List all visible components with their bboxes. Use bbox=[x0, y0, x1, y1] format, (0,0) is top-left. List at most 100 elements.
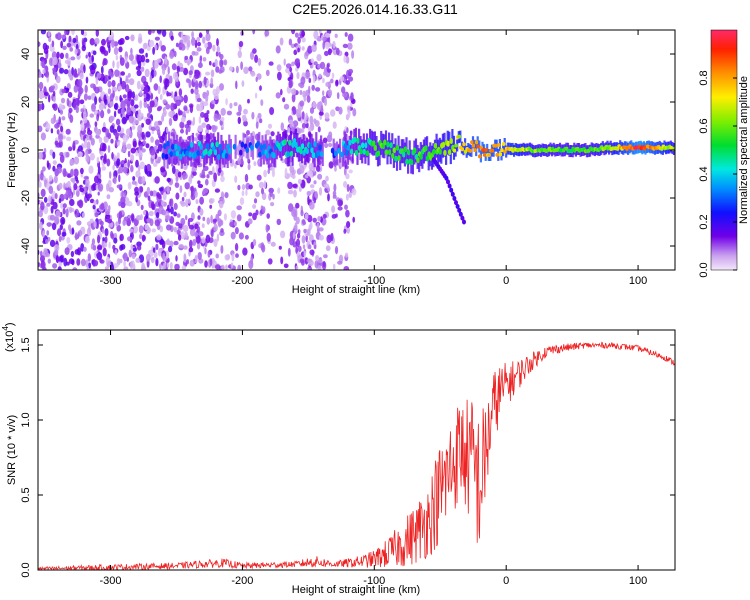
noise-cell bbox=[225, 254, 231, 260]
noise-cell bbox=[77, 231, 80, 238]
noise-cell bbox=[322, 137, 328, 144]
noise-cell bbox=[287, 181, 293, 190]
noise-cell bbox=[109, 171, 112, 179]
noise-cell bbox=[188, 79, 192, 89]
x-tick-label: 100 bbox=[629, 275, 647, 287]
noise-cell bbox=[55, 210, 61, 218]
noise-cell bbox=[112, 60, 115, 69]
noise-cell bbox=[92, 204, 96, 210]
noise-cell bbox=[345, 193, 349, 201]
trace-cell bbox=[174, 143, 178, 150]
noise-cell bbox=[253, 198, 258, 204]
noise-cell bbox=[97, 166, 101, 175]
noise-cell bbox=[161, 240, 166, 249]
noise-cell bbox=[114, 102, 119, 111]
noise-cell bbox=[237, 116, 241, 125]
y-tick-label: 40 bbox=[20, 48, 32, 60]
noise-cell bbox=[291, 93, 296, 103]
noise-cell bbox=[145, 118, 151, 125]
noise-cell bbox=[60, 216, 66, 225]
branch-cell bbox=[458, 211, 463, 217]
noise-cell bbox=[52, 56, 58, 66]
trace-cell bbox=[259, 144, 264, 151]
trace-cell bbox=[452, 148, 457, 153]
noise-cell bbox=[50, 128, 54, 134]
noise-cell bbox=[128, 54, 134, 61]
noise-cell bbox=[187, 217, 194, 223]
trace-cell bbox=[365, 150, 370, 157]
noise-cell bbox=[134, 186, 139, 194]
noise-cell bbox=[297, 178, 302, 185]
noise-cell bbox=[161, 112, 167, 117]
noise-cell bbox=[322, 214, 327, 219]
noise-cell bbox=[347, 33, 354, 42]
noise-cell bbox=[157, 156, 162, 161]
noise-cell bbox=[235, 80, 238, 90]
noise-cell bbox=[313, 61, 318, 66]
noise-cell bbox=[155, 243, 159, 251]
trace-cell bbox=[387, 149, 392, 156]
noise-cell bbox=[185, 214, 188, 221]
trace-cell bbox=[364, 142, 368, 149]
noise-cell bbox=[157, 85, 161, 95]
noise-cell bbox=[88, 51, 91, 58]
spectrogram-xlabel: Height of straight line (km) bbox=[292, 284, 420, 296]
trace-cell bbox=[490, 148, 495, 153]
branch-cell bbox=[444, 175, 449, 181]
trace-cell bbox=[186, 145, 191, 152]
noise-cell bbox=[162, 88, 165, 96]
noise-cell bbox=[103, 242, 108, 248]
noise-cell bbox=[141, 262, 145, 270]
noise-cell bbox=[123, 266, 129, 270]
y-tick-label: -20 bbox=[20, 190, 32, 206]
noise-cell bbox=[213, 223, 218, 232]
trace-cell bbox=[392, 147, 397, 154]
y-tick-label: 0 bbox=[20, 147, 32, 153]
noise-cell bbox=[108, 241, 111, 249]
noise-cell bbox=[291, 61, 295, 67]
noise-cell bbox=[164, 56, 168, 65]
noise-cell bbox=[234, 175, 238, 183]
noise-cell bbox=[145, 93, 151, 102]
noise-cell bbox=[52, 67, 57, 72]
noise-cell bbox=[118, 174, 121, 183]
x-tick-label: 100 bbox=[629, 575, 647, 587]
noise-cell bbox=[195, 234, 201, 244]
noise-cell bbox=[122, 104, 125, 113]
noise-cell bbox=[69, 198, 75, 207]
noise-cell bbox=[52, 160, 57, 166]
trace-cell bbox=[185, 150, 189, 157]
noise-cell bbox=[253, 161, 257, 167]
noise-cell bbox=[204, 247, 207, 255]
noise-cell bbox=[157, 105, 163, 110]
trace-cell bbox=[397, 155, 401, 162]
noise-cell bbox=[184, 182, 190, 190]
noise-cell bbox=[212, 198, 215, 203]
noise-cell bbox=[128, 214, 131, 219]
noise-cell bbox=[280, 230, 286, 239]
noise-cell bbox=[46, 202, 51, 207]
noise-cell bbox=[180, 231, 186, 240]
noise-cell bbox=[59, 154, 65, 163]
noise-cell bbox=[183, 67, 189, 76]
noise-cell bbox=[135, 149, 139, 157]
trace-cell bbox=[476, 144, 481, 149]
noise-cell bbox=[241, 184, 246, 191]
noise-cell bbox=[315, 87, 321, 92]
noise-cell bbox=[69, 114, 74, 123]
noise-cell bbox=[238, 40, 244, 48]
noise-cell bbox=[197, 252, 202, 260]
noise-cell bbox=[157, 193, 162, 200]
trace-cell bbox=[362, 148, 367, 155]
noise-cell bbox=[198, 62, 203, 69]
noise-cell bbox=[188, 247, 194, 253]
noise-cell bbox=[207, 250, 211, 258]
noise-cell bbox=[247, 163, 251, 171]
noise-cell bbox=[328, 48, 333, 54]
noise-cell bbox=[83, 246, 87, 252]
noise-cell bbox=[301, 30, 306, 37]
noise-cell bbox=[289, 172, 293, 177]
noise-cell bbox=[118, 201, 122, 207]
noise-cell bbox=[304, 257, 309, 265]
noise-cell bbox=[38, 41, 41, 47]
